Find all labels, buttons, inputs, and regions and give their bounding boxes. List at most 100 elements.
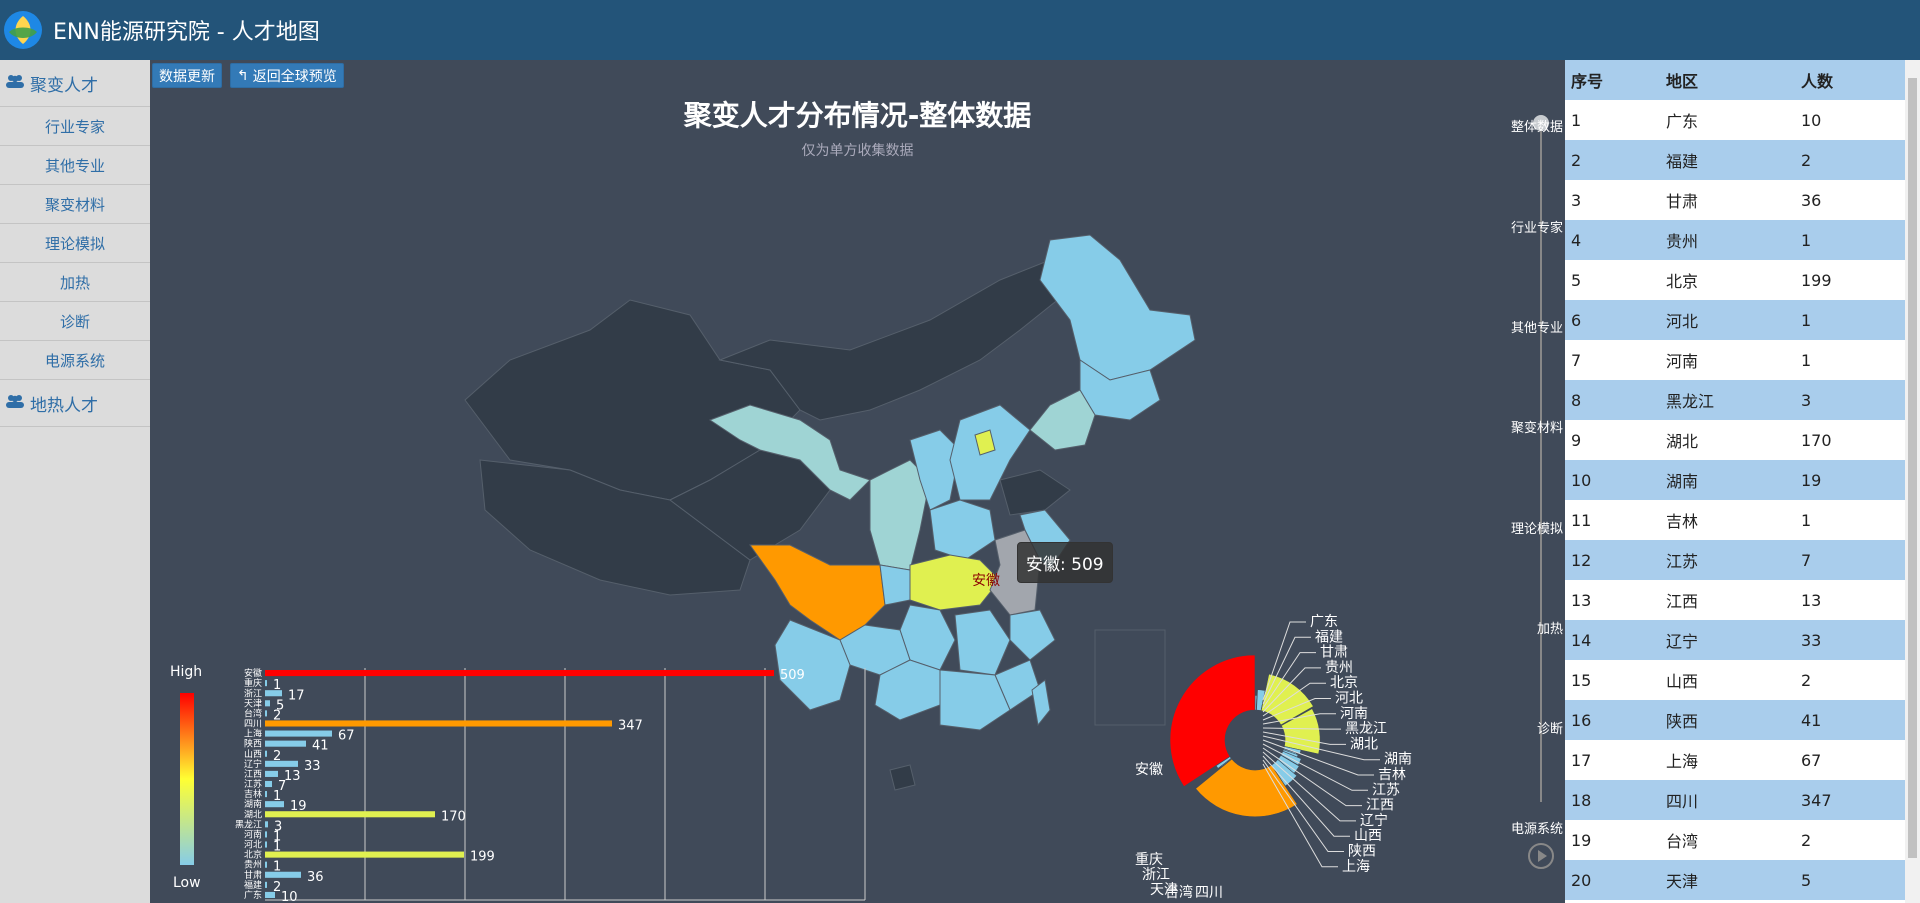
timeline-item-materials[interactable]: 聚变材料 — [1510, 421, 1563, 436]
table-row[interactable]: 8 黑龙江 3 — [1565, 380, 1905, 420]
bar-value-label: 2 — [273, 749, 281, 764]
timeline-item-overall[interactable]: 整体数据 — [1510, 120, 1563, 135]
table-row[interactable]: 2 福建 2 — [1565, 140, 1905, 180]
cell-index: 21 — [1565, 900, 1660, 903]
bar-黑龙江[interactable] — [265, 821, 268, 828]
pie-label-line — [1262, 731, 1346, 745]
bar-福建[interactable] — [265, 881, 267, 888]
sidebar-item-other[interactable]: 其他专业 — [0, 146, 150, 185]
timeline-item-experts[interactable]: 行业专家 — [1510, 221, 1563, 236]
scrollbar-thumb[interactable] — [1908, 78, 1917, 858]
sidebar-group-fusion[interactable]: 聚变人才 — [0, 60, 150, 107]
cell-index: 11 — [1565, 500, 1660, 540]
pie-label: 福建 — [1315, 629, 1343, 645]
pie-slice-安徽[interactable] — [1169, 654, 1256, 787]
pie-label-line — [1262, 739, 1374, 776]
bar-安徽[interactable] — [265, 670, 774, 677]
table-row[interactable]: 15 山西 2 — [1565, 660, 1905, 700]
bar-山西[interactable] — [265, 750, 267, 757]
bar-河北[interactable] — [265, 841, 267, 848]
cell-index: 15 — [1565, 660, 1660, 700]
bar-湖南[interactable] — [265, 801, 284, 808]
sidebar-item-theory[interactable]: 理论模拟 — [0, 224, 150, 263]
table-row[interactable]: 17 上海 67 — [1565, 740, 1905, 780]
sidebar-item-materials[interactable]: 聚变材料 — [0, 185, 150, 224]
bar-甘肃[interactable] — [265, 871, 301, 878]
sidebar-item-diagnostics[interactable]: 诊断 — [0, 302, 150, 341]
sidebar: 聚变人才 行业专家 其他专业 聚变材料 理论模拟 加热 诊断 电源系统 地热人才 — [0, 60, 151, 903]
cell-count: 7 — [1795, 540, 1905, 580]
bar-category-label: 湖南 — [244, 798, 262, 810]
table-row[interactable]: 12 江苏 7 — [1565, 540, 1905, 580]
table-row[interactable]: 5 北京 199 — [1565, 260, 1905, 300]
bar-河南[interactable] — [265, 831, 267, 838]
sidebar-group-label: 地热人才 — [30, 395, 98, 416]
bar-江苏[interactable] — [265, 780, 272, 788]
cell-region: 吉林 — [1660, 500, 1795, 540]
table-row[interactable]: 6 河北 1 — [1565, 300, 1905, 340]
pie-label-line — [1262, 743, 1368, 791]
bar-category-label: 上海 — [244, 728, 262, 740]
data-update-button[interactable]: 数据更新 — [152, 63, 222, 88]
cell-count: 10 — [1795, 100, 1905, 140]
timeline-item-diagnostics[interactable]: 诊断 — [1536, 722, 1563, 737]
bar-四川[interactable] — [265, 720, 612, 727]
timeline-item-theory[interactable]: 理论模拟 — [1510, 522, 1563, 537]
sidebar-item-experts[interactable]: 行业专家 — [0, 107, 150, 146]
timeline: 整体数据 行业专家 其他专业 聚变材料 理论模拟 加热 诊断 电源系统 — [1410, 60, 1565, 903]
timeline-item-other[interactable]: 其他专业 — [1510, 321, 1563, 336]
back-global-button[interactable]: ↰ 返回全球预览 — [230, 63, 344, 88]
visual-map-gradient[interactable] — [180, 693, 194, 865]
timeline-item-power[interactable]: 电源系统 — [1510, 822, 1563, 837]
bar-浙江[interactable] — [265, 690, 282, 697]
table-row[interactable]: 7 河南 1 — [1565, 340, 1905, 380]
bar-吉林[interactable] — [265, 791, 267, 798]
pie-slice-四川[interactable] — [1195, 758, 1298, 818]
bar-上海[interactable] — [265, 730, 332, 737]
bar-陕西[interactable] — [265, 740, 306, 747]
cell-region: 甘肃 — [1660, 180, 1795, 220]
table-row[interactable]: 14 辽宁 33 — [1565, 620, 1905, 660]
table-row[interactable]: 4 贵州 1 — [1565, 220, 1905, 260]
bar-广东[interactable] — [265, 891, 275, 898]
china-map[interactable]: 安徽 — [150, 60, 1565, 903]
bar-贵州[interactable] — [265, 861, 267, 868]
map-region-heilongjiang — [1039, 234, 1196, 381]
pie-label: 吉林 — [1378, 767, 1406, 783]
table-row[interactable]: 16 陕西 41 — [1565, 700, 1905, 740]
bar-重庆[interactable] — [265, 680, 267, 687]
cell-region: 湖北 — [1660, 420, 1795, 460]
pie-label: 贵州 — [1325, 660, 1353, 676]
map-region-zhejiang — [1009, 609, 1056, 661]
bar-台湾[interactable] — [265, 710, 267, 717]
cell-index: 5 — [1565, 260, 1660, 300]
cell-index: 17 — [1565, 740, 1660, 780]
bar-湖北[interactable] — [265, 811, 435, 818]
sidebar-item-power[interactable]: 电源系统 — [0, 341, 150, 380]
table-row[interactable]: 3 甘肃 36 — [1565, 180, 1905, 220]
sidebar-group-geothermal[interactable]: 地热人才 — [0, 380, 150, 427]
cell-index: 9 — [1565, 420, 1660, 460]
table-row[interactable]: 19 台湾 2 — [1565, 820, 1905, 860]
enn-logo-icon — [4, 11, 42, 49]
sidebar-item-heating[interactable]: 加热 — [0, 263, 150, 302]
cell-index: 7 — [1565, 340, 1660, 380]
table-row[interactable]: 20 天津 5 — [1565, 860, 1905, 900]
table-row[interactable]: 10 湖南 19 — [1565, 460, 1905, 500]
pie-label: 重庆 — [1135, 852, 1163, 868]
timeline-handle[interactable] — [1533, 115, 1549, 131]
table-scrollbar[interactable] — [1905, 60, 1920, 903]
table-row[interactable]: 13 江西 13 — [1565, 580, 1905, 620]
bar-value-label: 41 — [312, 739, 329, 754]
timeline-item-heating[interactable]: 加热 — [1536, 622, 1563, 637]
bar-北京[interactable] — [265, 851, 464, 858]
bar-辽宁[interactable] — [265, 760, 298, 767]
bar-江西[interactable] — [265, 770, 278, 777]
table-row[interactable]: 18 四川 347 — [1565, 780, 1905, 820]
table-row[interactable]: 9 湖北 170 — [1565, 420, 1905, 460]
table-row[interactable]: 1 广东 10 — [1565, 100, 1905, 140]
table-row[interactable]: 11 吉林 1 — [1565, 500, 1905, 540]
table-row[interactable]: 21浙江17 — [1565, 900, 1905, 903]
play-icon[interactable] — [1527, 842, 1555, 870]
bar-天津[interactable] — [265, 700, 270, 707]
